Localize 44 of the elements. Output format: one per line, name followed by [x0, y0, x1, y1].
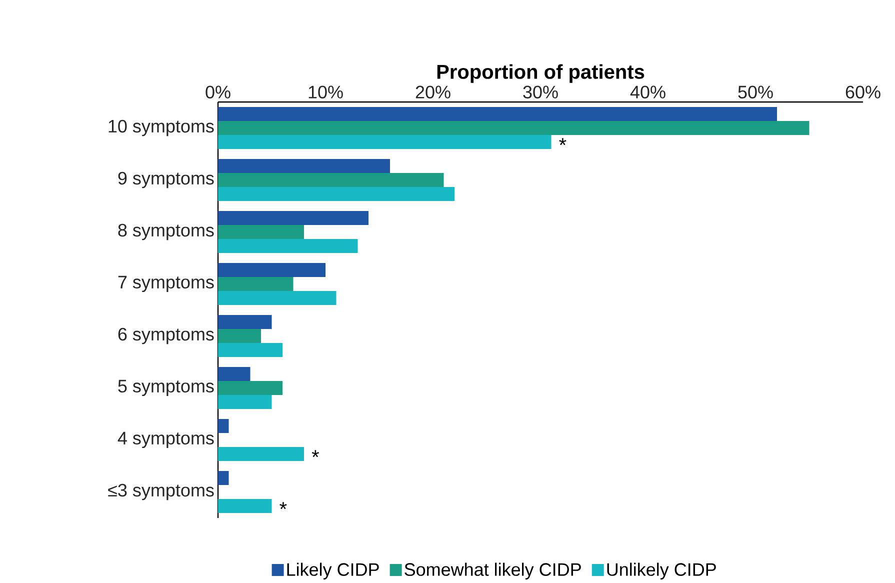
bar: [218, 225, 304, 239]
bar: [218, 380, 283, 395]
y-tick-label: 4 symptoms: [118, 432, 214, 448]
y-tick-label: 5 symptoms: [118, 380, 214, 396]
bar: [218, 446, 304, 461]
bar: [218, 394, 272, 409]
bar: [218, 121, 810, 136]
bar: [218, 159, 390, 173]
legend-label: Somewhat likely CIDP: [404, 562, 581, 580]
y-tick-label: 9 symptoms: [118, 172, 214, 188]
bar: [218, 470, 229, 485]
bar: [218, 107, 777, 122]
x-tick-label: 60%: [846, 86, 880, 98]
bar: [218, 342, 283, 357]
legend-label: Unlikely CIDP: [607, 562, 716, 580]
x-tick-label: 50%: [738, 86, 773, 98]
y-tick-label: ≤3 symptoms: [108, 484, 214, 500]
bar: [218, 211, 368, 225]
x-tick-label: 10%: [308, 86, 343, 98]
x-tick-label: 20%: [416, 86, 450, 98]
bar: [218, 135, 552, 149]
bar: [218, 291, 336, 305]
bar: [218, 498, 272, 513]
bar: [218, 276, 294, 291]
x-tick-label: 0%: [206, 86, 230, 98]
y-tick-label: 8 symptoms: [118, 224, 214, 240]
data-label: *: [280, 502, 287, 510]
bar: [218, 366, 250, 381]
x-tick-label: 30%: [523, 86, 558, 98]
legend-label: Likely CIDP: [287, 562, 379, 580]
bar: [218, 315, 272, 329]
y-tick-label: 6 symptoms: [118, 328, 214, 344]
x-tick-label: 40%: [630, 86, 666, 98]
bar: [218, 329, 262, 343]
bar: [218, 239, 358, 253]
x-axis-title: Proportion of patients: [437, 64, 644, 83]
bar: [218, 263, 326, 277]
y-tick-label: 7 symptoms: [118, 276, 214, 292]
data-label: *: [312, 450, 319, 458]
y-tick-label: 10 symptoms: [108, 120, 214, 136]
bar: [218, 418, 229, 433]
bar: [218, 173, 444, 188]
data-label: *: [559, 138, 566, 146]
bar: [218, 187, 454, 201]
